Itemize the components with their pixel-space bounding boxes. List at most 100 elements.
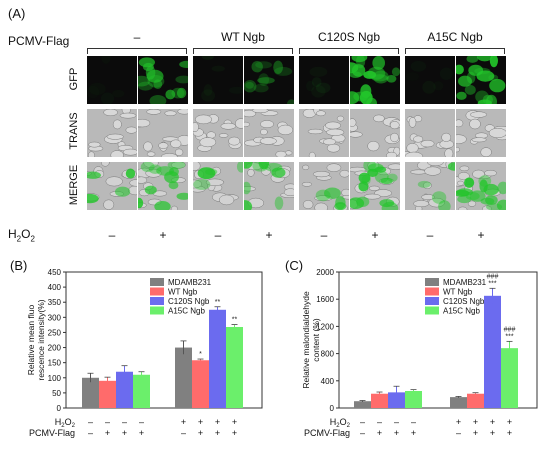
factor-sign: + bbox=[181, 417, 186, 427]
legend-swatch bbox=[425, 297, 439, 305]
y-tick-label: 300 bbox=[48, 313, 62, 322]
legend-swatch bbox=[150, 297, 164, 305]
bar-a15c-ngb bbox=[405, 391, 422, 408]
micrograph-merge-5 bbox=[299, 162, 349, 210]
factor-sign: – bbox=[456, 428, 461, 438]
micrograph-gfp-3 bbox=[193, 56, 243, 104]
legend-swatch bbox=[425, 306, 439, 315]
factor-sign: + bbox=[215, 417, 220, 427]
micrograph-trans-2 bbox=[138, 109, 188, 157]
micrograph-gfp-4 bbox=[244, 56, 294, 104]
h2o2-sign-5: – bbox=[320, 228, 328, 242]
factor-label: PCMV-Flag bbox=[304, 428, 350, 438]
factor-sign: + bbox=[105, 428, 110, 438]
bar-mdamb231 bbox=[450, 397, 467, 408]
y-tick-label: 800 bbox=[321, 350, 335, 359]
micrograph-merge-4 bbox=[244, 162, 294, 210]
legend-entry: MDAMB231 bbox=[168, 278, 212, 287]
plot-frame bbox=[338, 271, 538, 409]
factor-sign: + bbox=[490, 417, 495, 427]
factor-sign: + bbox=[139, 428, 144, 438]
factor-sign: + bbox=[198, 417, 203, 427]
micrograph-trans-8 bbox=[456, 109, 506, 157]
y-tick-label: 150 bbox=[48, 359, 62, 368]
factor-sign: – bbox=[88, 417, 93, 427]
y-tick-label: 0 bbox=[57, 404, 62, 413]
h2o2-sign-4: + bbox=[265, 228, 273, 242]
group-label-a15c: A15C Ngb bbox=[427, 30, 483, 44]
factor-sign: + bbox=[232, 417, 237, 427]
y-tick-label: 100 bbox=[48, 374, 62, 383]
factor-sign: – bbox=[105, 417, 110, 427]
y-tick-label: 50 bbox=[52, 389, 61, 398]
bar-c120s-ngb bbox=[116, 371, 133, 408]
factor-sign: + bbox=[490, 428, 495, 438]
factor-label: H2O2 bbox=[330, 417, 351, 429]
vector-label: PCMV-Flag bbox=[8, 34, 70, 48]
group-label-c120s: C120S Ngb bbox=[317, 30, 381, 44]
significance-mark: *** bbox=[505, 333, 513, 340]
significance-mark: ** bbox=[215, 299, 221, 306]
factor-sign: + bbox=[473, 417, 478, 427]
panel-c-label: (C) bbox=[285, 258, 304, 273]
micrograph-merge-1 bbox=[87, 162, 137, 210]
micrograph-trans-4 bbox=[244, 109, 294, 157]
y-tick-label: 1600 bbox=[316, 295, 334, 304]
factor-label: PCMV-Flag bbox=[29, 428, 75, 438]
factor-sign: + bbox=[507, 428, 512, 438]
legend-entry: MDAMB231 bbox=[443, 278, 487, 287]
group-bracket-1 bbox=[87, 48, 187, 54]
h2o2-sign-7: – bbox=[426, 228, 434, 242]
factor-sign: – bbox=[88, 428, 93, 438]
y-axis-label: Relative mean fluorescence intensity(%) bbox=[26, 299, 46, 380]
h2o2-sign-3: – bbox=[214, 228, 222, 242]
significance-mark: ### bbox=[487, 273, 499, 280]
y-tick-label: 250 bbox=[48, 328, 62, 337]
factor-sign: – bbox=[394, 417, 399, 427]
h2o2-sign-6: + bbox=[371, 228, 379, 242]
legend-swatch bbox=[150, 287, 164, 296]
legend-swatch bbox=[425, 278, 439, 286]
factor-sign: + bbox=[411, 428, 416, 438]
bar-c120s-ngb bbox=[388, 392, 405, 408]
group-label-wt: WT Ngb bbox=[221, 30, 265, 44]
factor-sign: + bbox=[507, 417, 512, 427]
legend-swatch bbox=[150, 278, 164, 286]
h2o2-sign-1: – bbox=[108, 228, 116, 242]
h2o2-sign-2: + bbox=[159, 228, 167, 242]
row-label-gfp: GFP bbox=[68, 67, 80, 91]
chart-malondialdehyde: 0 400 800 1200 1600 2000 Relative malondialdeh… bbox=[301, 268, 538, 438]
legend-entry: WT Ngb bbox=[443, 288, 473, 297]
row-label-trans: TRANS bbox=[68, 112, 80, 150]
factor-sign: – bbox=[181, 428, 186, 438]
legend-swatch bbox=[425, 287, 439, 296]
y-tick-label: 400 bbox=[48, 283, 62, 292]
y-tick-label: 2000 bbox=[316, 268, 334, 277]
bar-mdamb231 bbox=[354, 401, 371, 408]
factor-sign: + bbox=[394, 428, 399, 438]
legend-entry: C120S Ngb bbox=[168, 297, 210, 306]
bar-wt-ngb bbox=[192, 360, 209, 408]
micrograph-gfp-6 bbox=[350, 56, 400, 104]
plot-frame bbox=[65, 271, 263, 409]
factor-sign: + bbox=[122, 428, 127, 438]
legend-entry: A15C Ngb bbox=[443, 307, 480, 316]
micrograph-merge-3 bbox=[193, 162, 243, 210]
factor-sign: + bbox=[456, 417, 461, 427]
significance-mark: * bbox=[199, 351, 202, 358]
micrograph-merge-2 bbox=[138, 162, 188, 210]
micrograph-trans-7 bbox=[405, 109, 455, 157]
legend-swatch bbox=[150, 306, 164, 315]
micrograph-trans-6 bbox=[350, 109, 400, 157]
y-tick-label: 0 bbox=[330, 404, 335, 413]
bar-a15c-ngb bbox=[226, 327, 243, 408]
legend-entry: A15C Ngb bbox=[168, 307, 205, 316]
micrograph-gfp-2 bbox=[138, 56, 188, 104]
y-tick-label: 450 bbox=[48, 268, 62, 277]
bar-mdamb231 bbox=[175, 347, 192, 408]
h2o2-sign-8: + bbox=[477, 228, 485, 242]
panel-a-label: (A) bbox=[8, 6, 26, 21]
micrograph-merge-8 bbox=[456, 162, 506, 210]
factor-sign: – bbox=[411, 417, 416, 427]
micrograph-gfp-8 bbox=[456, 56, 506, 104]
